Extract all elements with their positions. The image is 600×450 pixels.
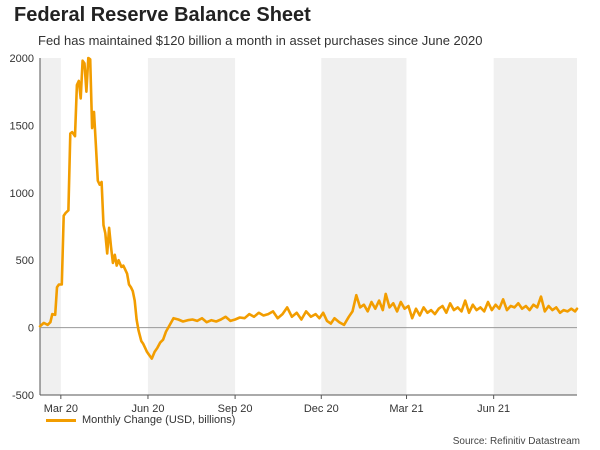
x-tick-label: Sep 20 <box>218 403 253 415</box>
y-tick-label: -500 <box>12 390 34 402</box>
y-tick-label: 1000 <box>10 188 34 200</box>
shaded-period-0 <box>40 58 61 395</box>
legend: Monthly Change (USD, billions) <box>46 414 235 426</box>
shaded-period-3 <box>493 58 577 395</box>
x-tick-label: Mar 21 <box>389 403 423 415</box>
shaded-period-2 <box>321 58 407 395</box>
y-tick-label: 1500 <box>10 120 34 132</box>
axes: 2000 1500 1000 500 0 -500 Mar 20 Jun 20 Sep 20 De… <box>10 53 577 415</box>
chart-title: Federal Reserve Balance Sheet <box>14 4 311 26</box>
y-tick-label: 500 <box>16 255 34 267</box>
shaded-periods <box>40 58 577 395</box>
y-tick-label: 0 <box>28 323 34 335</box>
series-line-layer <box>38 56 579 360</box>
legend-swatch <box>46 418 76 422</box>
source-note: Source: Refinitiv Datastream <box>452 436 580 447</box>
x-tick-label: Jun 21 <box>477 403 510 415</box>
chart-subtitle: Fed has maintained $120 billion a month … <box>38 33 483 48</box>
x-tick-label: Jun 20 <box>131 403 164 415</box>
x-tick-label: Mar 20 <box>44 403 78 415</box>
x-tick-label: Dec 20 <box>304 403 339 415</box>
series-line-0 <box>38 56 579 360</box>
y-tick-label: 2000 <box>10 53 34 65</box>
legend-label: Monthly Change (USD, billions) <box>82 414 236 426</box>
shaded-period-1 <box>147 58 236 395</box>
